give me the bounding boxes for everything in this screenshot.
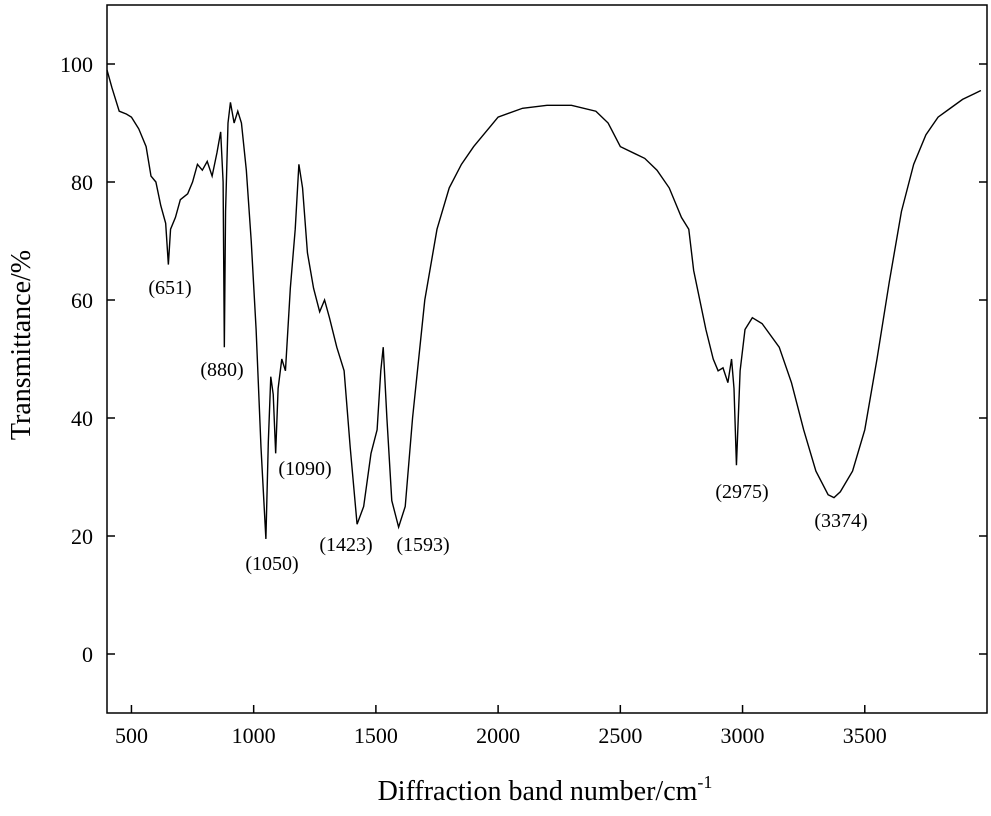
y-tick-label: 0	[82, 642, 93, 667]
x-axis-label-superscript: -1	[697, 772, 712, 792]
spectrum-line	[106, 69, 982, 539]
plot-frame	[106, 4, 988, 714]
peak-annotation: (1593)	[396, 534, 449, 556]
peak-annotation: (1423)	[319, 534, 372, 556]
x-axis-label-text: Diffraction band number/cm	[378, 776, 698, 807]
x-axis-label: Diffraction band number/cm-1	[378, 772, 713, 807]
y-tick-label: 40	[71, 406, 93, 431]
y-axis-label: Transmittance/%	[6, 250, 37, 440]
y-tick-label: 20	[71, 524, 93, 549]
x-tick-label: 3500	[843, 723, 887, 748]
x-tick-label: 3000	[721, 723, 765, 748]
peak-annotation: (2975)	[715, 481, 768, 503]
x-tick-label: 500	[115, 723, 148, 748]
peak-annotation: (1050)	[245, 553, 298, 575]
peak-annotation: (1090)	[278, 458, 331, 480]
peak-annotation: (651)	[148, 277, 191, 299]
peak-annotation: (880)	[200, 359, 243, 381]
y-tick-label: 100	[60, 52, 93, 77]
x-tick-label: 1000	[232, 723, 276, 748]
x-tick-label: 2500	[598, 723, 642, 748]
y-tick-label: 60	[71, 288, 93, 313]
y-tick-label: 80	[71, 170, 93, 195]
peak-annotation: (3374)	[814, 510, 867, 532]
x-tick-label: 1500	[354, 723, 398, 748]
x-tick-label: 2000	[476, 723, 520, 748]
